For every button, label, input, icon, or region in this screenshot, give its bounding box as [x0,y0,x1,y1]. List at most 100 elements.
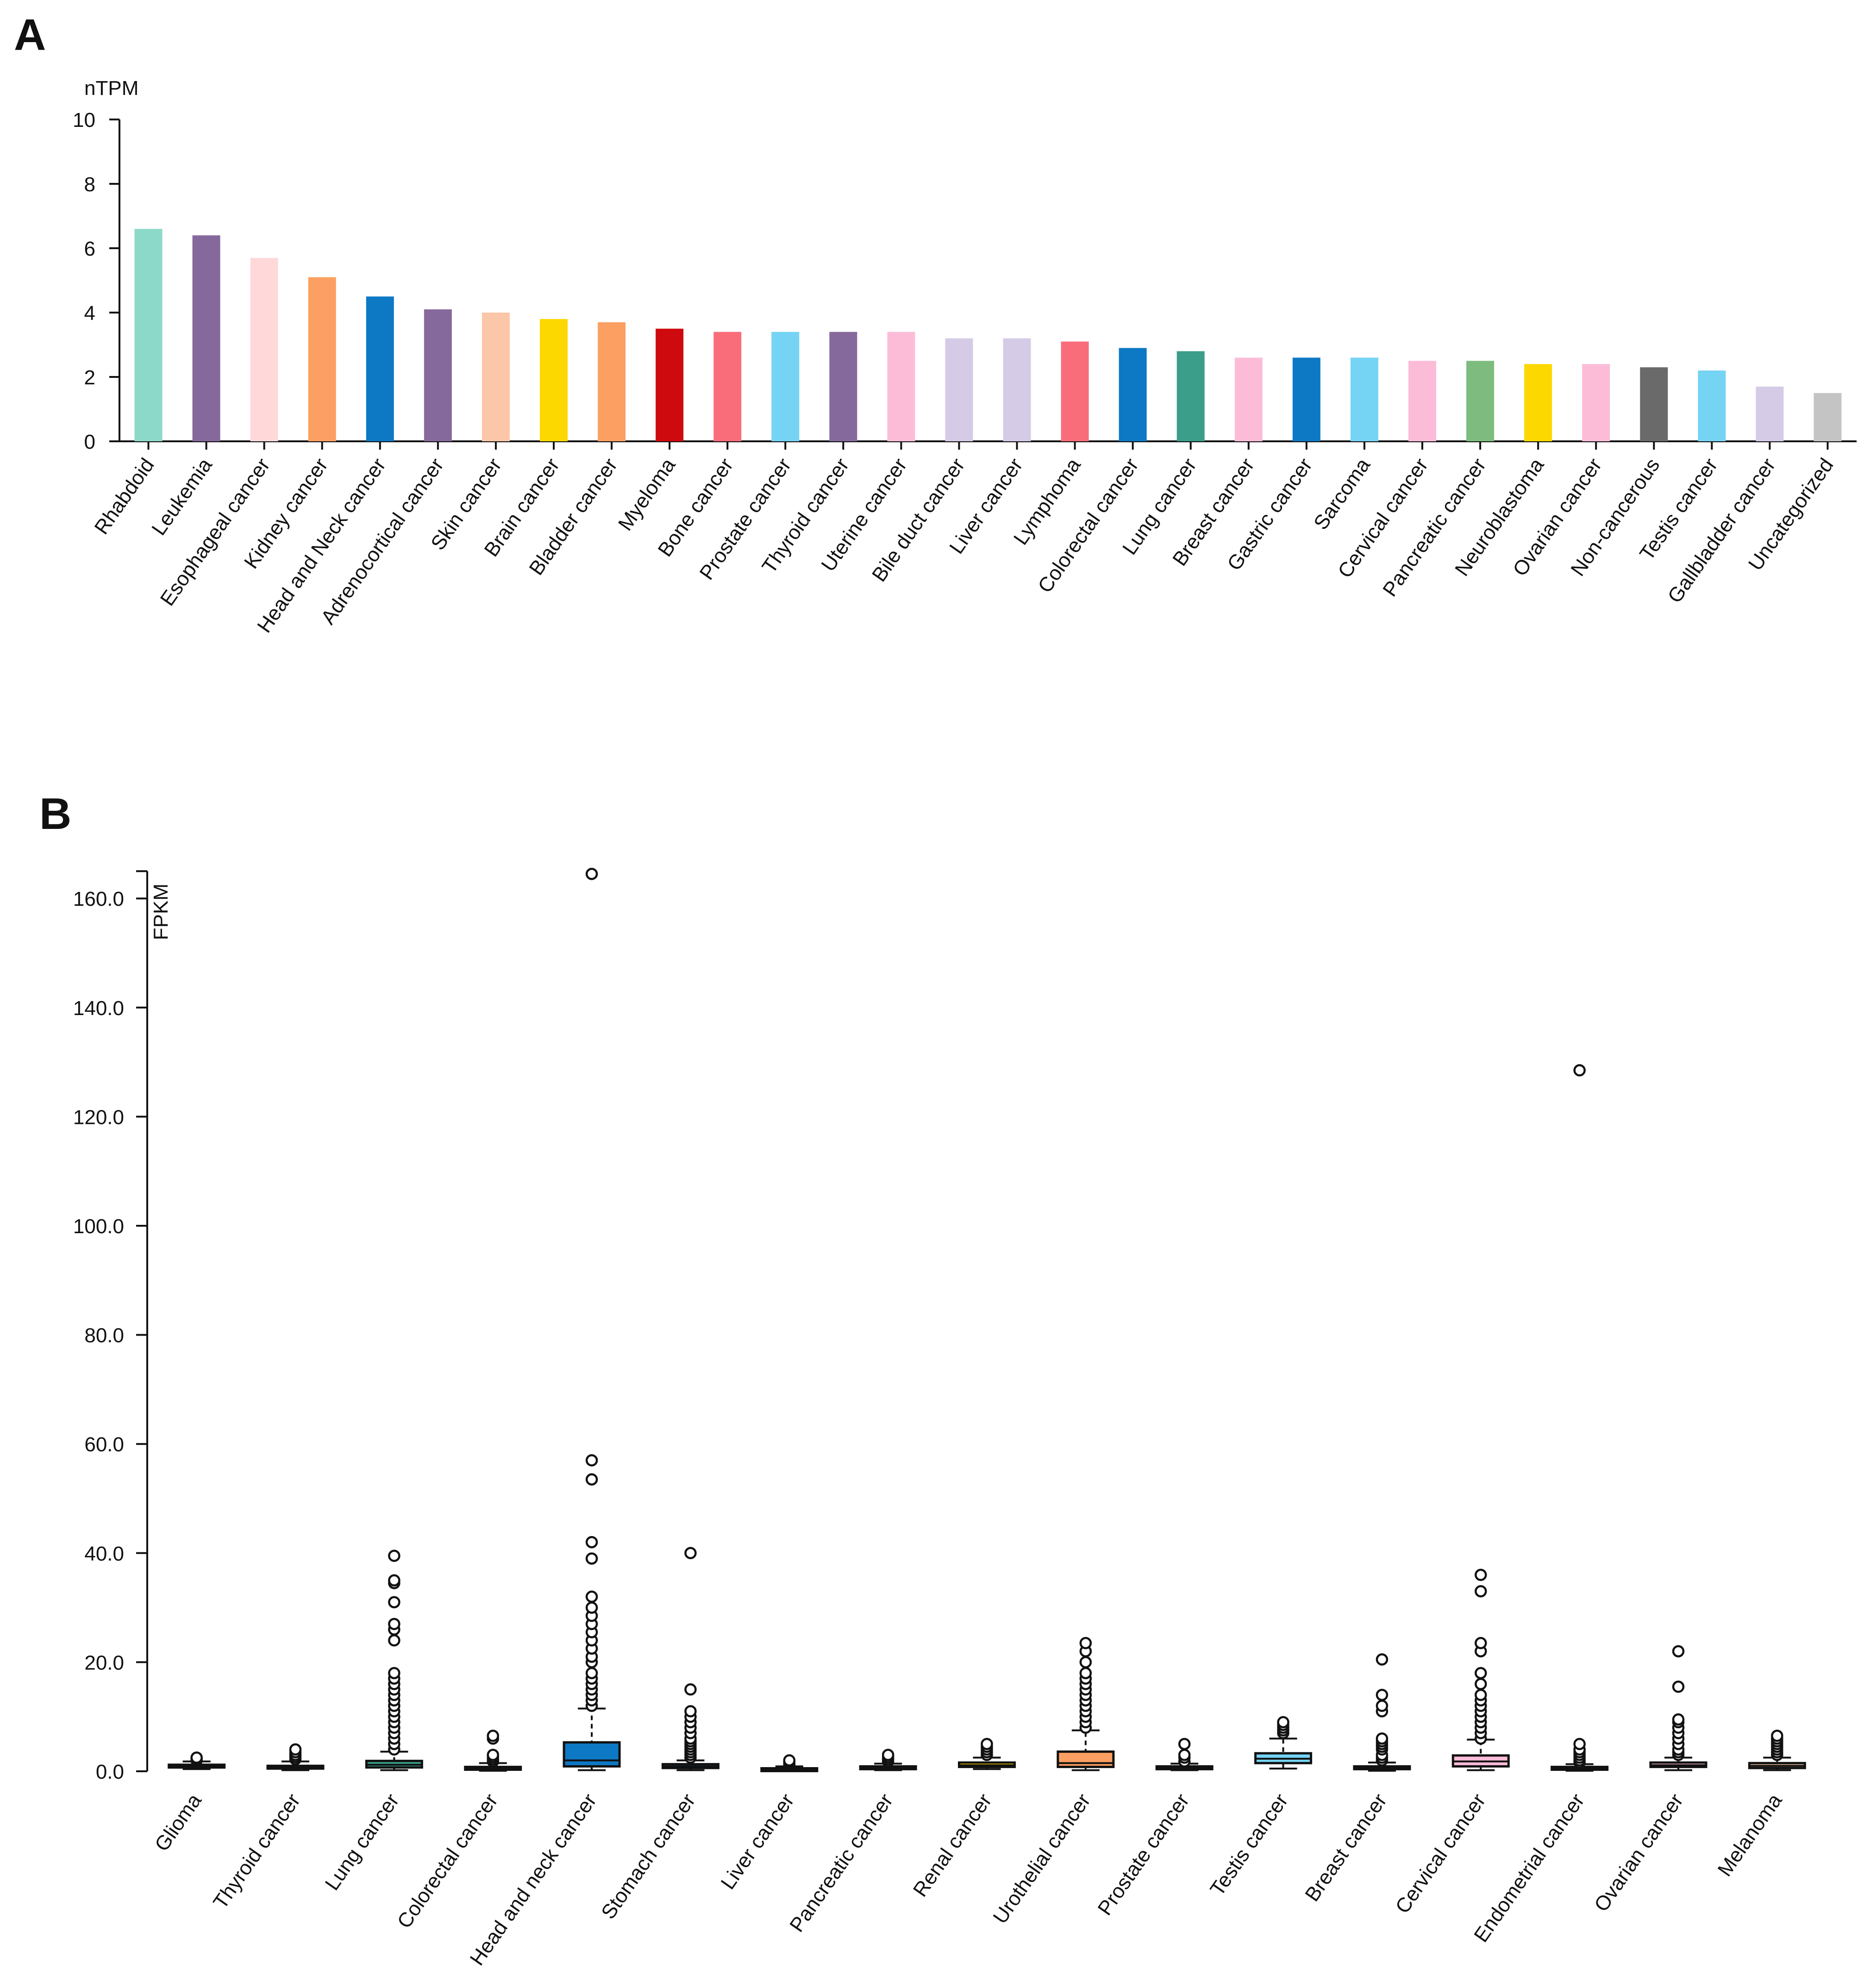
outlier-point [1573,1064,1586,1077]
outlier-point [1475,1688,1487,1701]
outlier-point [1672,1681,1685,1693]
bar [1814,393,1842,441]
panel-a-label: A [14,10,46,60]
bar [1640,367,1668,441]
outlier-point [1475,1667,1487,1680]
bar [1176,351,1205,441]
x-tick-label: Cervical cancer [1391,1790,1490,1918]
x-tick-label: Renal cancer [909,1790,996,1901]
x-tick-label: Sarcoma [1309,454,1375,534]
x-tick-label: Endometrial cancer [1470,1790,1589,1947]
bar [308,277,336,441]
x-tick-label: Colorectal cancer [1033,454,1143,597]
outlier-point [388,1549,400,1562]
outlier-point [1178,1749,1191,1761]
outlier-point [1079,1667,1092,1680]
outlier-point [981,1737,993,1750]
outlier-point [684,1547,697,1560]
bar [1524,364,1552,441]
outlier-point [1771,1730,1783,1742]
outlier-point [388,1618,400,1631]
bar [482,313,510,441]
box-plot: FPKM 0.0 20.0 40.0 60.0 80.0 100.0 120.0 140.0 16… [73,867,1806,1969]
outlier-point [1079,1656,1092,1668]
bar [1234,357,1263,441]
outlier-point [585,1454,598,1467]
outlier-point [585,1590,598,1603]
y-tick-label: 160.0 [73,888,124,910]
bar [1698,370,1726,441]
y-tick-label: 120.0 [73,1106,124,1129]
outlier-point [487,1730,499,1742]
outlier-point [1178,1737,1191,1750]
bar [192,235,220,441]
bar [713,332,742,441]
bar [1292,357,1320,441]
y-tick-label: 4 [84,302,95,325]
bar [134,229,163,441]
x-tick-label: Testis cancer [1206,1790,1292,1900]
outlier-point [1672,1645,1685,1658]
y-axis-title: FPKM [150,884,172,940]
outlier-point [1672,1713,1685,1726]
bar [598,322,626,441]
outlier-point [1475,1585,1487,1598]
y-tick-label: 6 [84,238,95,260]
x-tick-label: Prostate cancer [1094,1790,1194,1920]
outlier-point [190,1751,203,1764]
x-tick-label: Lung cancer [321,1790,404,1894]
bar [829,332,857,441]
x-tick-label: Esophageal cancer [156,454,275,610]
x-tick-label: Gallbladder cancer [1664,454,1780,608]
y-tick-label: 2 [84,366,95,389]
y-tick-label: 140.0 [73,997,124,1020]
y-axis-title: nTPM [84,77,138,100]
x-tick-label: Ovarian cancer [1590,1790,1688,1916]
x-tick-label: Colorectal cancer [393,1790,502,1933]
bar [1466,361,1495,441]
outlier-point [1376,1732,1389,1745]
y-tick-label: 60.0 [84,1433,124,1456]
outlier-point [388,1596,400,1609]
outlier-point [289,1743,302,1756]
bar [424,309,452,441]
y-tick-label: 40.0 [84,1543,124,1565]
bar [1756,386,1784,441]
bar [771,332,800,441]
outlier-point [1475,1637,1487,1649]
y-tick-label: 20.0 [84,1651,124,1674]
box [563,1741,621,1768]
outlier-point [1376,1653,1389,1666]
panel-b-label: B [39,789,71,839]
outlier-point [388,1667,400,1680]
outlier-point [585,1601,598,1614]
outlier-point [585,867,598,880]
outlier-point [487,1749,499,1761]
outlier-point [882,1749,894,1761]
bar [250,257,278,441]
outlier-point [684,1705,697,1718]
bar [366,296,394,441]
box [1057,1750,1115,1769]
y-tick-label: 80.0 [84,1324,124,1347]
outlier-point [388,1634,400,1647]
outlier-point [1277,1716,1289,1729]
x-tick-label: Thyroid cancer [209,1790,305,1913]
x-tick-label: Liver cancer [716,1790,799,1894]
outlier-point [783,1754,796,1767]
bar [945,338,973,441]
bar [1582,364,1610,441]
x-tick-label: Breast cancer [1301,1790,1391,1906]
outlier-point [388,1574,400,1587]
y-tick-label: 8 [84,173,95,196]
outlier-point [1475,1568,1487,1581]
y-tick-label: 100.0 [73,1215,124,1238]
outlier-point [1475,1678,1487,1690]
bar [1350,357,1378,441]
x-tick-label: Myeloma [614,454,680,535]
outlier-point [1079,1637,1092,1649]
bar [1119,348,1147,441]
bar [540,319,568,441]
